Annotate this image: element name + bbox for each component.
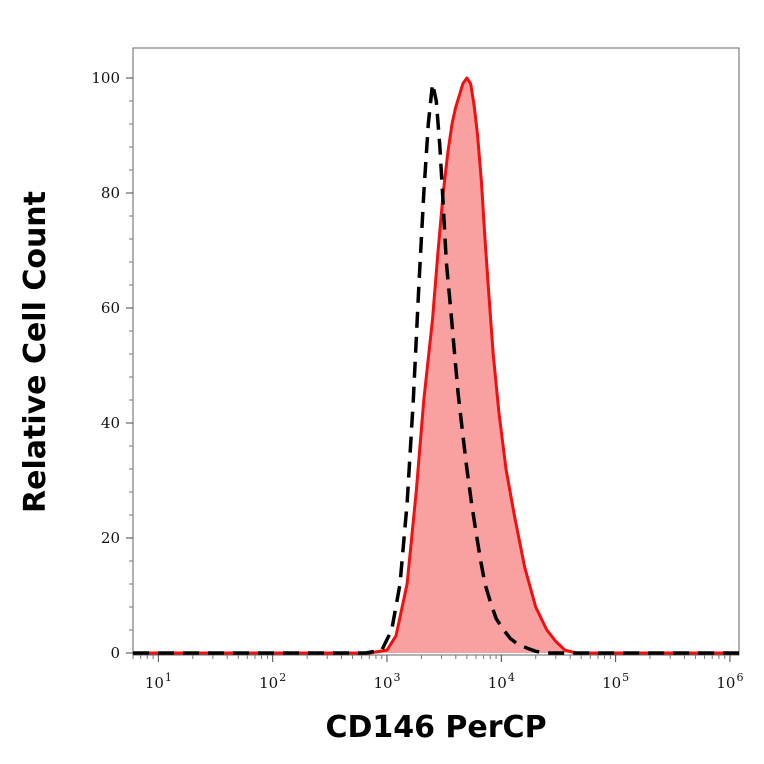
- x-tick-label: 106: [716, 671, 743, 692]
- x-tick-label: 104: [488, 671, 515, 692]
- x-tick-label: 103: [373, 671, 400, 692]
- series-line-1: [133, 82, 739, 655]
- y-axis-title: Relative Cell Count: [18, 191, 53, 513]
- y-tick-label: 60: [101, 299, 120, 317]
- y-tick-label: 100: [91, 69, 120, 87]
- axis-layer: [126, 77, 731, 662]
- plot-frame: [132, 47, 740, 656]
- series-line-0: [133, 76, 739, 655]
- series-layer: [133, 76, 739, 655]
- label-layer: 0 20 40 60 80 100 101 102 103 104 105 106: [91, 69, 743, 692]
- x-axis-title: CD146 PerCP: [325, 710, 546, 745]
- x-tick-label: 105: [602, 671, 629, 692]
- x-tick-label: 101: [145, 671, 172, 692]
- y-tick-label: 20: [101, 529, 120, 547]
- y-tick-label: 0: [110, 644, 120, 662]
- y-tick-label: 80: [101, 184, 120, 202]
- y-tick-label: 40: [101, 414, 120, 432]
- series-fill-0: [133, 78, 739, 653]
- x-tick-label: 102: [259, 671, 286, 692]
